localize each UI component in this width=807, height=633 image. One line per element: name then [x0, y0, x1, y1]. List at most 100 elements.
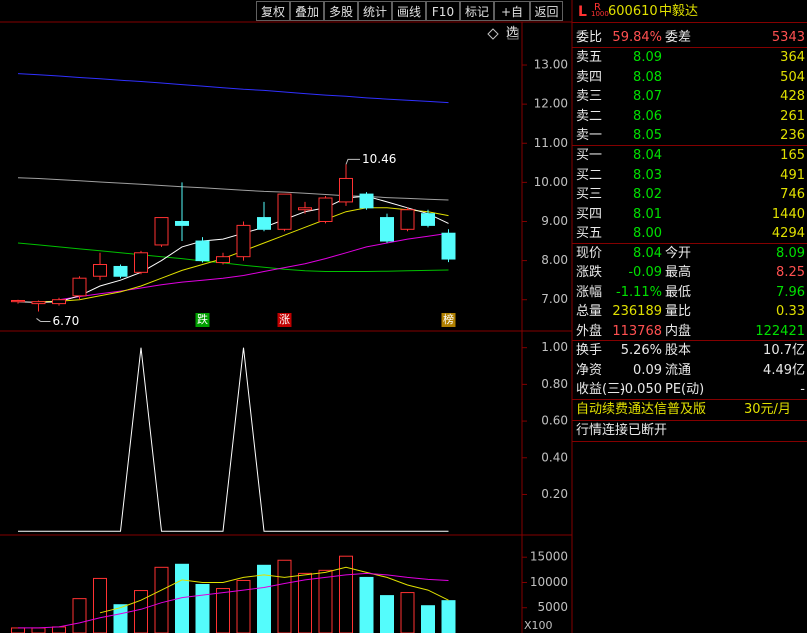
volume-average-line: [18, 572, 449, 629]
row-value: -0.050: [620, 382, 662, 397]
row-value: 236: [780, 128, 805, 143]
volume-bar: [298, 572, 312, 633]
volume-average-line: [99, 566, 449, 614]
candle-body: [441, 232, 456, 260]
row-value: 504: [780, 70, 805, 85]
row-value: 5.26%: [620, 343, 662, 358]
row-value: 8.00: [633, 226, 662, 241]
promo-price[interactable]: 30元/月: [744, 402, 791, 417]
marker-background: [441, 313, 456, 327]
separator: [572, 47, 807, 48]
candle-body: [72, 277, 87, 297]
row-value: -0.09: [628, 265, 662, 280]
row-label: 最低: [665, 285, 692, 300]
row-label: 外盘: [576, 324, 603, 339]
candle-body: [318, 197, 333, 222]
volume-bar: [257, 564, 271, 633]
toolbar-button[interactable]: 复权: [256, 1, 290, 21]
separator: [572, 441, 807, 442]
toolbar-button[interactable]: 叠加: [290, 1, 324, 21]
y-tick-label: 10000: [530, 575, 568, 589]
marker-background: [277, 313, 292, 327]
volume-bar: [134, 590, 148, 633]
candle-body: [380, 217, 394, 242]
row-label: 今开: [665, 246, 692, 261]
candle-body: [52, 299, 66, 305]
row-value: 8.09: [633, 50, 662, 65]
low-label: 6.70: [53, 314, 80, 328]
separator: [572, 340, 807, 341]
toolbar-button[interactable]: +自选: [494, 1, 530, 39]
row-label: 卖二: [576, 109, 603, 124]
toolbar-button[interactable]: 返回: [530, 1, 563, 21]
candle-body: [421, 213, 435, 226]
row-value: 8.25: [776, 265, 805, 280]
stock-name: 中毅达: [659, 4, 699, 19]
toolbar-button[interactable]: F10: [426, 1, 460, 21]
candle-body: [93, 264, 107, 277]
row-value: 261: [780, 109, 805, 124]
marker-label: 榜: [443, 312, 454, 326]
y-tick-label: 7.00: [541, 292, 568, 306]
toolbar-button[interactable]: 标记: [460, 1, 494, 21]
row-value: 8.04: [633, 148, 662, 163]
row-value: 8.08: [633, 70, 662, 85]
candle-body: [175, 220, 189, 226]
volume-bar: [31, 627, 46, 633]
row-value: 0.09: [633, 363, 662, 378]
prefix: L: [578, 4, 587, 20]
volume-bar: [359, 576, 374, 633]
row-value: 4294: [771, 226, 805, 241]
row-value: 8.09: [776, 246, 805, 261]
row-value: 364: [780, 50, 805, 65]
row-label: 现价: [576, 246, 603, 261]
row-label: 买一: [576, 148, 603, 163]
row-label: 卖五: [576, 50, 603, 65]
row-value: 428: [780, 89, 805, 104]
y-tick-label: 15000: [530, 550, 568, 564]
candle-body: [339, 177, 353, 203]
candle-body: [154, 217, 169, 246]
row-label: PE(动): [665, 382, 705, 397]
volume-bar: [380, 595, 394, 633]
volume-bar: [195, 583, 210, 633]
candle-body: [134, 252, 148, 273]
volume-bar: [52, 626, 66, 633]
toolbar-button[interactable]: 多股: [324, 1, 358, 21]
row-value: 8.06: [633, 109, 662, 124]
row-label: 买四: [576, 207, 603, 222]
row-value: -1.11%: [616, 285, 662, 300]
moving-average-line: [17, 195, 449, 303]
toolbar-button[interactable]: 画线: [392, 1, 426, 21]
row-label: 内盘: [665, 324, 692, 339]
separator: [572, 420, 807, 421]
status-text: 行情连接已断开: [576, 423, 668, 438]
diamond-icon[interactable]: [487, 28, 499, 40]
row-value: 4.49亿: [763, 363, 805, 378]
promo-text[interactable]: 自动续费通达信普及版: [576, 402, 707, 417]
square-icon[interactable]: [507, 28, 519, 40]
row-label: 卖四: [576, 70, 603, 85]
volume-bar: [72, 598, 87, 633]
toolbar-button[interactable]: 统计: [358, 1, 392, 21]
y-tick-label: 5000: [537, 600, 568, 614]
y-tick-label: 11.00: [534, 136, 568, 150]
marker-label: 涨: [279, 313, 290, 326]
row-value: 746: [780, 187, 805, 202]
volume-bar: [11, 627, 25, 633]
separator: [572, 145, 807, 146]
flag-top: R: [594, 2, 601, 13]
row-label: 收益(三): [576, 382, 626, 397]
marker-label: 跌: [197, 312, 208, 326]
row-value: 8.07: [633, 89, 662, 104]
moving-average-line: [17, 177, 449, 201]
row-value: 165: [780, 148, 805, 163]
y-tick-label: 0.80: [541, 377, 568, 391]
flag-bottom: 1000: [591, 10, 609, 18]
annotation-line: [36, 318, 51, 322]
volume-bar: [93, 577, 107, 633]
candle-body: [277, 193, 292, 230]
row-value: 10.7亿: [763, 343, 805, 358]
volume-bar: [154, 566, 169, 633]
